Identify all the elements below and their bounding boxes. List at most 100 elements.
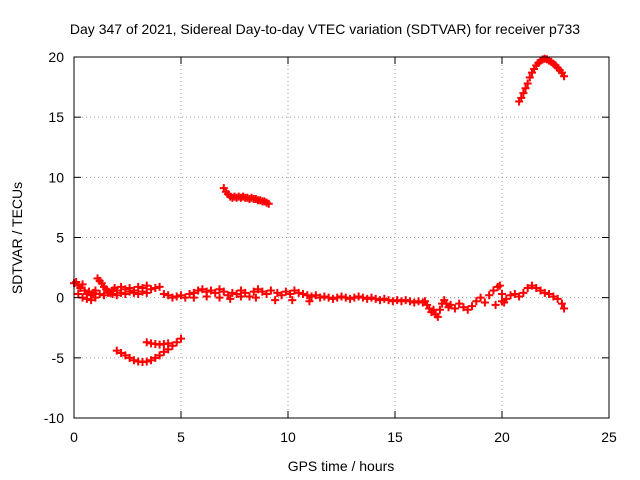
data-point bbox=[112, 346, 121, 355]
data-point bbox=[264, 199, 273, 208]
data-point bbox=[215, 293, 224, 302]
data-point bbox=[232, 290, 241, 299]
data-point bbox=[121, 290, 130, 299]
data-point bbox=[502, 294, 511, 303]
data-point bbox=[104, 288, 113, 297]
data-point bbox=[303, 291, 312, 300]
data-point bbox=[472, 297, 481, 306]
data-point bbox=[527, 281, 536, 290]
data-point bbox=[371, 294, 380, 303]
grid-lines bbox=[74, 57, 609, 418]
data-point bbox=[108, 290, 117, 299]
data-point bbox=[254, 285, 263, 294]
data-point bbox=[498, 290, 506, 299]
y-tick-label: -5 bbox=[52, 350, 65, 366]
data-point bbox=[164, 291, 173, 300]
data-point bbox=[553, 294, 562, 303]
data-point bbox=[211, 288, 220, 297]
data-point bbox=[519, 89, 528, 98]
data-point bbox=[125, 353, 134, 362]
data-point bbox=[245, 292, 254, 301]
data-point bbox=[249, 287, 258, 296]
data-point bbox=[532, 284, 541, 293]
data-point bbox=[134, 290, 143, 299]
data-point bbox=[468, 302, 477, 311]
data-point bbox=[277, 291, 286, 300]
data-point bbox=[159, 347, 168, 356]
data-point bbox=[138, 287, 147, 296]
data-point bbox=[185, 290, 194, 299]
data-point bbox=[251, 293, 260, 302]
data-point bbox=[463, 305, 472, 314]
y-tick-label: 10 bbox=[48, 169, 64, 185]
data-point bbox=[435, 305, 444, 314]
data-point bbox=[298, 290, 307, 299]
data-point bbox=[142, 338, 151, 347]
data-points bbox=[70, 54, 569, 367]
data-point bbox=[523, 79, 532, 88]
data-point bbox=[258, 287, 267, 296]
data-point bbox=[271, 296, 280, 305]
data-point bbox=[215, 285, 224, 294]
data-point bbox=[142, 281, 151, 290]
data-point bbox=[367, 293, 376, 302]
data-point bbox=[281, 287, 290, 296]
x-tick-label: 20 bbox=[494, 429, 510, 445]
data-point bbox=[134, 282, 143, 291]
data-point bbox=[155, 351, 164, 360]
data-point bbox=[557, 299, 566, 308]
data-point bbox=[177, 334, 185, 343]
data-point bbox=[151, 353, 160, 362]
data-point bbox=[560, 304, 569, 313]
data-point bbox=[506, 291, 515, 300]
data-point bbox=[168, 293, 177, 302]
data-point bbox=[112, 291, 121, 300]
data-point bbox=[545, 290, 554, 299]
data-point bbox=[354, 292, 363, 301]
data-point bbox=[388, 297, 397, 306]
data-point bbox=[294, 288, 303, 297]
data-point bbox=[236, 292, 245, 301]
data-point bbox=[307, 292, 316, 301]
data-point bbox=[241, 288, 250, 297]
data-point bbox=[380, 294, 389, 303]
x-tick-label: 25 bbox=[601, 429, 617, 445]
data-point bbox=[350, 293, 359, 302]
data-point bbox=[168, 341, 177, 350]
data-point bbox=[480, 298, 489, 307]
data-point bbox=[521, 84, 530, 93]
data-point bbox=[536, 286, 545, 295]
data-point bbox=[517, 93, 526, 102]
data-point bbox=[172, 338, 181, 347]
data-point bbox=[99, 291, 108, 300]
data-point bbox=[266, 286, 275, 295]
data-point bbox=[82, 294, 91, 303]
data-point bbox=[510, 290, 519, 299]
data-point bbox=[164, 339, 173, 348]
data-point bbox=[476, 293, 485, 302]
data-point bbox=[515, 292, 524, 301]
data-point bbox=[74, 290, 83, 299]
data-point bbox=[376, 296, 385, 305]
y-tick-label: -10 bbox=[44, 410, 64, 426]
data-point bbox=[549, 292, 558, 301]
data-point bbox=[405, 297, 414, 306]
x-tick-label: 5 bbox=[177, 429, 185, 445]
data-point bbox=[337, 292, 346, 301]
chart-title: Day 347 of 2021, Sidereal Day-to-day VTE… bbox=[70, 21, 580, 37]
data-point bbox=[540, 288, 549, 297]
data-point bbox=[147, 285, 156, 294]
data-point bbox=[129, 288, 138, 297]
data-point bbox=[311, 291, 320, 300]
data-point bbox=[384, 296, 393, 305]
data-point bbox=[226, 294, 235, 303]
data-point bbox=[147, 356, 156, 365]
data-point bbox=[202, 292, 211, 301]
data-point bbox=[142, 288, 151, 297]
y-tick-label: 15 bbox=[48, 109, 64, 125]
x-tick-label: 0 bbox=[70, 429, 78, 445]
x-tick-label: 15 bbox=[387, 429, 403, 445]
x-axis-label: GPS time / hours bbox=[288, 458, 395, 474]
data-point bbox=[262, 290, 271, 299]
